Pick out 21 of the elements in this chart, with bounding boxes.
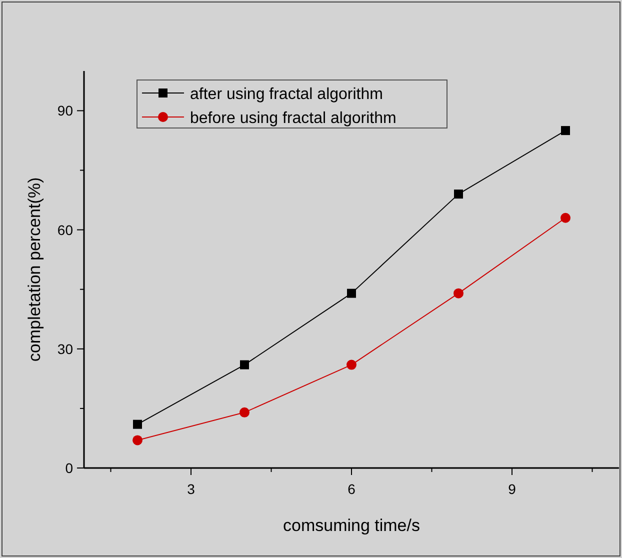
point [133,420,142,429]
point [346,360,356,370]
point [561,126,570,136]
y-tick-label: 30 [57,340,74,357]
x-tick-label: 3 [187,481,196,497]
point [347,288,356,298]
y-tick-label: 60 [57,222,74,238]
x-tick-label: 6 [348,481,356,497]
point [560,212,570,223]
x-axis-title: comsuming time/s [283,516,420,535]
point [454,288,464,298]
point [240,360,249,370]
point [454,190,463,199]
legend-label: before using fractal algorithm [190,110,396,127]
point [132,435,142,446]
legend-label: after using fractal algorithm [190,86,383,103]
y-axis-title: completation percent(%) [25,177,44,362]
point [240,407,250,418]
y-tick-label: 90 [57,102,74,119]
y-tick-label: 0 [65,460,74,476]
x-tick-label: 9 [508,481,516,497]
